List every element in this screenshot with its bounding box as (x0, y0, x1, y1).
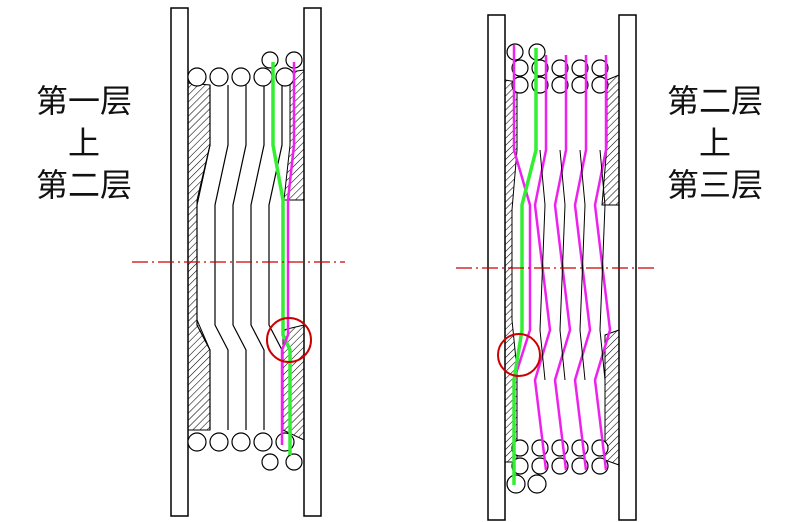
left-top-balls (187, 51, 303, 87)
left-bent-conductors (196, 85, 283, 430)
left-caption-line2: 上 (67, 124, 100, 162)
left-green-layer (271, 62, 292, 455)
left-bottom-balls (187, 432, 303, 471)
right-hatch-right-top (601, 74, 620, 206)
right-hatch-left (504, 79, 518, 463)
left-hatch-inner (187, 82, 211, 431)
right-caption: 第二层 上 第三层 (660, 80, 770, 206)
left-magenta-layer (280, 62, 296, 445)
left-caption-line1: 第一层 (35, 82, 132, 120)
right-highlight-circle (497, 333, 541, 377)
left-caption: 第一层 上 第二层 (29, 80, 139, 206)
right-black-zigzags (539, 149, 606, 381)
right-assembly (456, 14, 658, 521)
left-caption-line3: 第二层 (35, 166, 132, 204)
right-magenta-layers (512, 45, 612, 471)
right-caption-line1: 第二层 (666, 82, 763, 120)
left-highlight-circle (266, 317, 312, 363)
right-bottom-balls (506, 439, 609, 494)
left-assembly (132, 7, 345, 517)
right-top-balls (506, 43, 609, 94)
right-caption-line2: 上 (698, 124, 731, 162)
right-caption-line3: 第三层 (666, 166, 763, 204)
